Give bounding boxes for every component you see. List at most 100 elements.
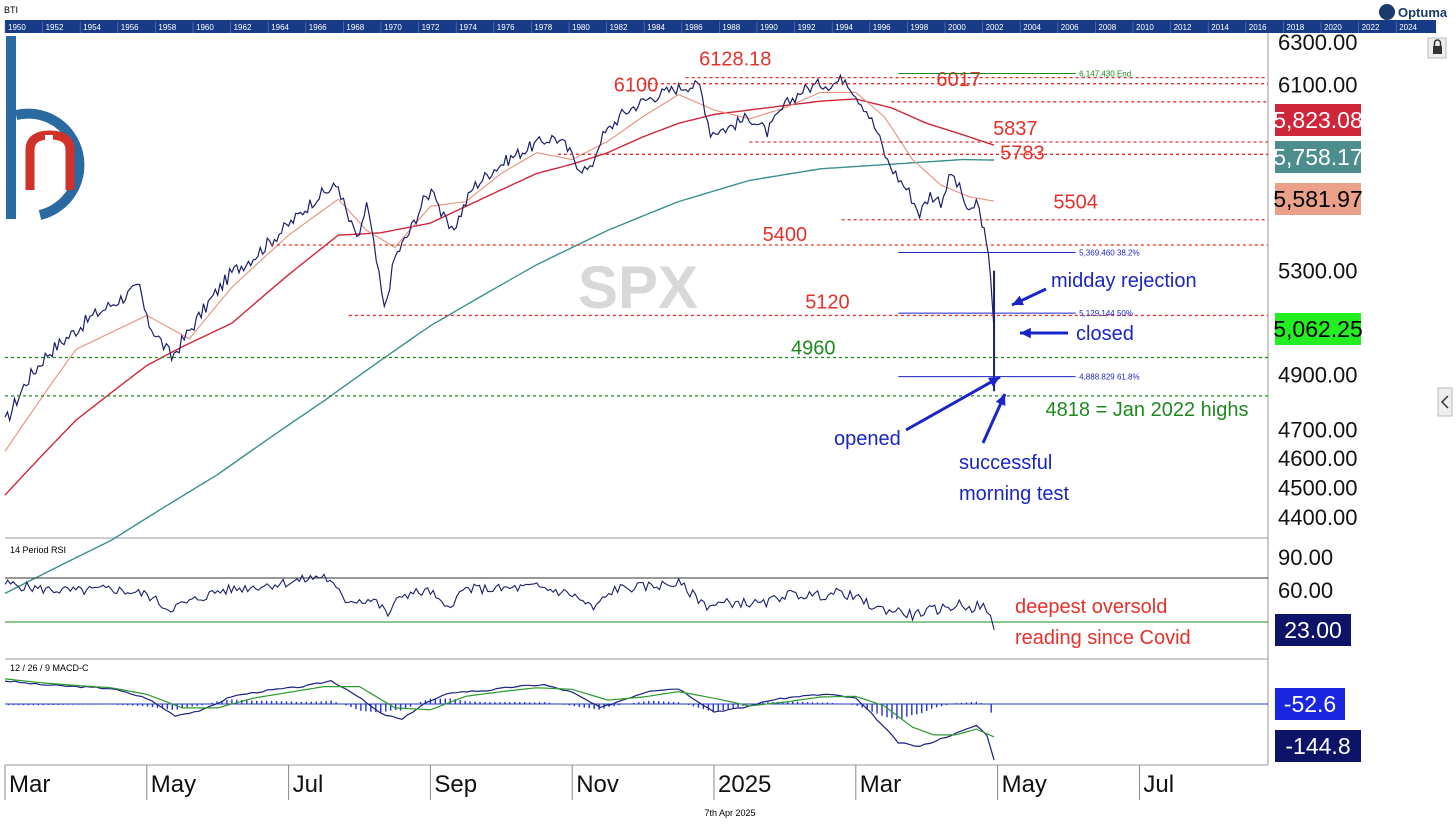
- resistance-label: 5120: [805, 291, 850, 313]
- overview-scale[interactable]: [5, 20, 1436, 33]
- overview-year-label: 1980: [572, 23, 590, 32]
- overview-year-label: 1964: [271, 23, 289, 32]
- price-line: [4, 73, 995, 423]
- annotation-opened: opened: [834, 428, 901, 450]
- overview-year-label: 2022: [1362, 23, 1380, 32]
- overview-year-label: 2006: [1061, 23, 1079, 32]
- x-tick-label: Sep: [434, 771, 477, 798]
- y-tick-label: 5300.00: [1278, 259, 1358, 284]
- resistance-label: 6017: [936, 69, 981, 91]
- footer-date: 7th Apr 2025: [704, 808, 755, 818]
- overview-year-label: 1988: [722, 23, 740, 32]
- overview-year-label: 1970: [384, 23, 402, 32]
- macd-panel: [4, 678, 1268, 761]
- signal-value-tag: [1275, 730, 1361, 762]
- rsi-y-tick: 90.00: [1278, 545, 1333, 570]
- optuma-brand: Optuma: [1398, 5, 1448, 20]
- optuma-logo: Optuma: [1379, 4, 1448, 20]
- fib-label: 5,369.460 38.2%: [1079, 248, 1140, 257]
- annotation-test-2: morning test: [959, 483, 1069, 505]
- y-tick-label: 6100.00: [1278, 73, 1358, 98]
- closed-arrow-head: [1020, 327, 1031, 339]
- price-value-tag-label: 5,823.08: [1273, 107, 1363, 133]
- overview-year-label: 1990: [760, 23, 778, 32]
- overview-year-label: 1962: [234, 23, 252, 32]
- annotation-test-1: successful: [959, 452, 1052, 474]
- macd-value-tag-label: -52.6: [1284, 691, 1336, 717]
- chevron-left-icon: [1440, 395, 1449, 409]
- fib-label: 6,147.430 End: [1079, 69, 1131, 78]
- price-value-tag-label: 5,581.97: [1273, 186, 1363, 212]
- x-tick-label: Mar: [860, 771, 901, 798]
- y-tick-label: 4700.00: [1278, 418, 1358, 443]
- overview-year-label: 2008: [1098, 23, 1116, 32]
- support-label: 4960: [791, 337, 836, 359]
- lock-button[interactable]: [1427, 37, 1447, 59]
- macd-value-tag: [1275, 688, 1345, 720]
- resistance-label: 5783: [1000, 142, 1045, 164]
- price-value-tag-label: 5,758.17: [1273, 144, 1363, 170]
- overview-year-label: 1960: [196, 23, 214, 32]
- fib-label: 4,888.829 61.8%: [1079, 373, 1140, 382]
- sma_long-line: [4, 158, 995, 595]
- y-tick-label: 4500.00: [1278, 475, 1358, 500]
- x-tick-label: 2025: [718, 771, 771, 798]
- support-label: 4818 = Jan 2022 highs: [1046, 399, 1249, 421]
- rsi-line: [4, 573, 995, 630]
- overview-year-label: 1966: [309, 23, 327, 32]
- overview-year-label: 1958: [158, 23, 176, 32]
- resistance-label: 5400: [763, 224, 808, 246]
- midday-arrow-head: [1012, 295, 1024, 306]
- macd-line: [4, 680, 995, 761]
- overview-year-label: 1968: [346, 23, 364, 32]
- overview-year-label: 1976: [497, 23, 515, 32]
- resistance-label: 5504: [1053, 192, 1098, 214]
- rsi-annotation-1: deepest oversold: [1015, 596, 1167, 618]
- overview-year-label: 2000: [948, 23, 966, 32]
- overview-year-label: 1998: [910, 23, 928, 32]
- overview-year-label: 1952: [46, 23, 64, 32]
- y-tick-label: 4900.00: [1278, 363, 1358, 388]
- opened-arrow-head: [988, 377, 1000, 387]
- lock-icon: [1433, 46, 1442, 54]
- annotation-closed: closed: [1076, 323, 1134, 345]
- rsi-annotation-2: reading since Covid: [1015, 627, 1191, 649]
- y-tick-label: 4400.00: [1278, 505, 1358, 530]
- resistance-label: 6100: [614, 75, 659, 97]
- x-axis: Mar May Jul Sep Nov 2025 Mar May Jul: [4, 765, 1174, 800]
- rsi-value-tag: [1275, 614, 1351, 646]
- rsi-title: 14 Period RSI: [10, 545, 66, 555]
- sma_short-line: [4, 91, 995, 452]
- resistance-label: 5837: [993, 118, 1038, 140]
- signal-value-tag-label: -144.8: [1285, 733, 1350, 759]
- price-value-tag: [1275, 183, 1361, 215]
- rsi-value-tag-label: 23.00: [1284, 617, 1342, 643]
- y-tick-label: 6300.00: [1278, 30, 1358, 55]
- x-tick-label: May: [1002, 771, 1047, 798]
- overview-year-label: 1974: [459, 23, 477, 32]
- overview-year-label: 2012: [1174, 23, 1192, 32]
- x-tick-label: Mar: [9, 771, 50, 798]
- overview-year-label: 1994: [835, 23, 853, 32]
- scroll-left-button[interactable]: [1437, 387, 1453, 417]
- x-tick-label: Jul: [1143, 771, 1174, 798]
- overview-year-label: 1954: [83, 23, 101, 32]
- overview-year-label: 2010: [1136, 23, 1154, 32]
- overview-year-label: 1984: [647, 23, 665, 32]
- overview-year-label: 1996: [873, 23, 891, 32]
- signal-line: [4, 678, 995, 738]
- macd-title: 12 / 26 / 9 MACD-C: [10, 663, 89, 673]
- overview-year-label: 2004: [1023, 23, 1041, 32]
- value-tags: 5,823.08 5,758.17 5,581.97 5,062.25 23.00 -52…: [1273, 104, 1363, 762]
- fib-label: 5,129.144 50%: [1079, 309, 1133, 318]
- x-tick-label: Jul: [293, 771, 324, 798]
- overview-year-label: 1986: [685, 23, 703, 32]
- overview-year-label: 2024: [1399, 23, 1417, 32]
- overview-year-label: 2002: [986, 23, 1004, 32]
- test-arrow-head: [995, 394, 1006, 406]
- overview-year-label: 1978: [534, 23, 552, 32]
- overview-bar[interactable]: [0, 0, 1456, 20]
- price-value-tag-label: 5,062.25: [1273, 316, 1363, 342]
